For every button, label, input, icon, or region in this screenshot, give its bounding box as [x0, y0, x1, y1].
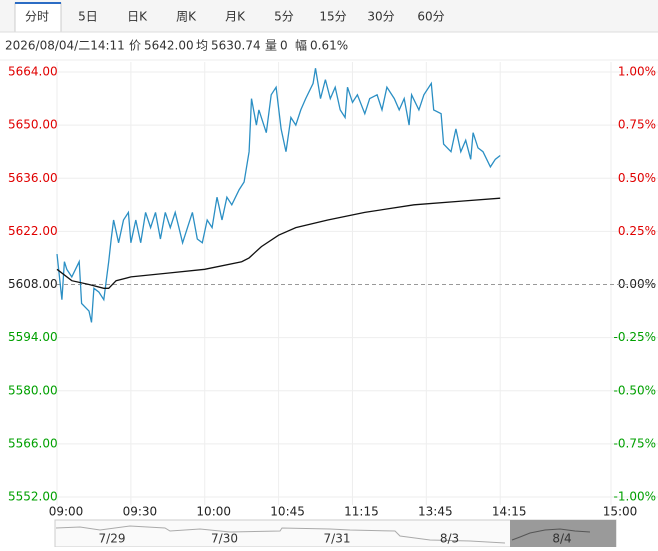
y-tick-label: 5636.00 [8, 171, 58, 185]
x-tick-label: 10:00 [196, 505, 231, 519]
series-line [56, 68, 501, 323]
x-tick-label: 11:15 [344, 505, 379, 519]
y-tick-label: 5566.00 [8, 436, 58, 450]
x-tick-label: 13:45 [418, 505, 453, 519]
y-tick-label: 5664.00 [8, 65, 58, 79]
navigator-date: 8/3 [440, 532, 459, 546]
tab[interactable]: 月K [225, 10, 246, 24]
y2-tick-label: 0.50% [618, 171, 656, 185]
navigator: 7/29 7/30 7/31 8/3 8/4 [54, 519, 617, 548]
y-tick-label: 5594.00 [8, 330, 58, 344]
navigator-trend [511, 528, 591, 541]
y2-tick-label: -0.75% [614, 436, 656, 450]
y-tick-label: 5580.00 [8, 383, 58, 397]
navigator-date: 7/30 [211, 532, 238, 546]
y-tick-label: 5608.00 [8, 277, 58, 291]
info-avg-label: 均 [196, 39, 208, 53]
y2-tick-label: -0.50% [614, 383, 656, 397]
tab-selected-bg [14, 2, 62, 33]
y2-tick-label: 0.75% [618, 118, 656, 132]
y2-tick-label: 0.00% [618, 277, 656, 291]
series-line [56, 197, 501, 289]
tab-bar [0, 0, 658, 32]
tab[interactable]: 日K [127, 10, 148, 24]
navigator-date: 7/31 [324, 532, 351, 546]
y-tick-label: 5622.00 [8, 224, 58, 238]
info-change-label: 幅 [295, 38, 307, 53]
tab[interactable]: 5分 [274, 10, 294, 24]
info-volume: 0 [280, 39, 288, 53]
y2-tick-label: 1.00% [618, 65, 656, 79]
navigator-trend [55, 525, 506, 544]
y-tick-label: 5552.00 [8, 490, 58, 504]
x-tick-label: 09:30 [123, 505, 158, 519]
tab[interactable]: 30分 [367, 10, 394, 24]
x-tick-label: 15:00 [603, 505, 638, 519]
tab[interactable]: 周K [176, 10, 197, 24]
y2-tick-label: 0.25% [618, 224, 656, 238]
info-change: 0.61% [310, 39, 348, 53]
info-datetime: 2026/08/04/二14:11 [5, 39, 125, 53]
tab[interactable]: 5日 [78, 10, 98, 24]
x-tick-label: 10:45 [270, 505, 305, 519]
navigator-date: 8/4 [552, 532, 571, 546]
tab[interactable]: 60分 [417, 10, 444, 24]
navigator-date: 7/29 [99, 532, 126, 546]
y2-tick-label: -0.25% [614, 330, 656, 344]
info-avg: 5630.74 [211, 39, 261, 53]
y2-tick-label: -1.00% [614, 490, 656, 504]
info-price: 5642.00 [144, 39, 194, 53]
tab[interactable]: 15分 [319, 10, 346, 24]
x-tick-label: 09:00 [49, 505, 84, 519]
info-volume-label: 量 [265, 39, 277, 53]
info-price-label: 价 [129, 39, 141, 53]
tab[interactable]: 分时 [25, 10, 49, 24]
y-tick-label: 5650.00 [8, 118, 58, 132]
x-tick-label: 14:15 [492, 505, 527, 519]
